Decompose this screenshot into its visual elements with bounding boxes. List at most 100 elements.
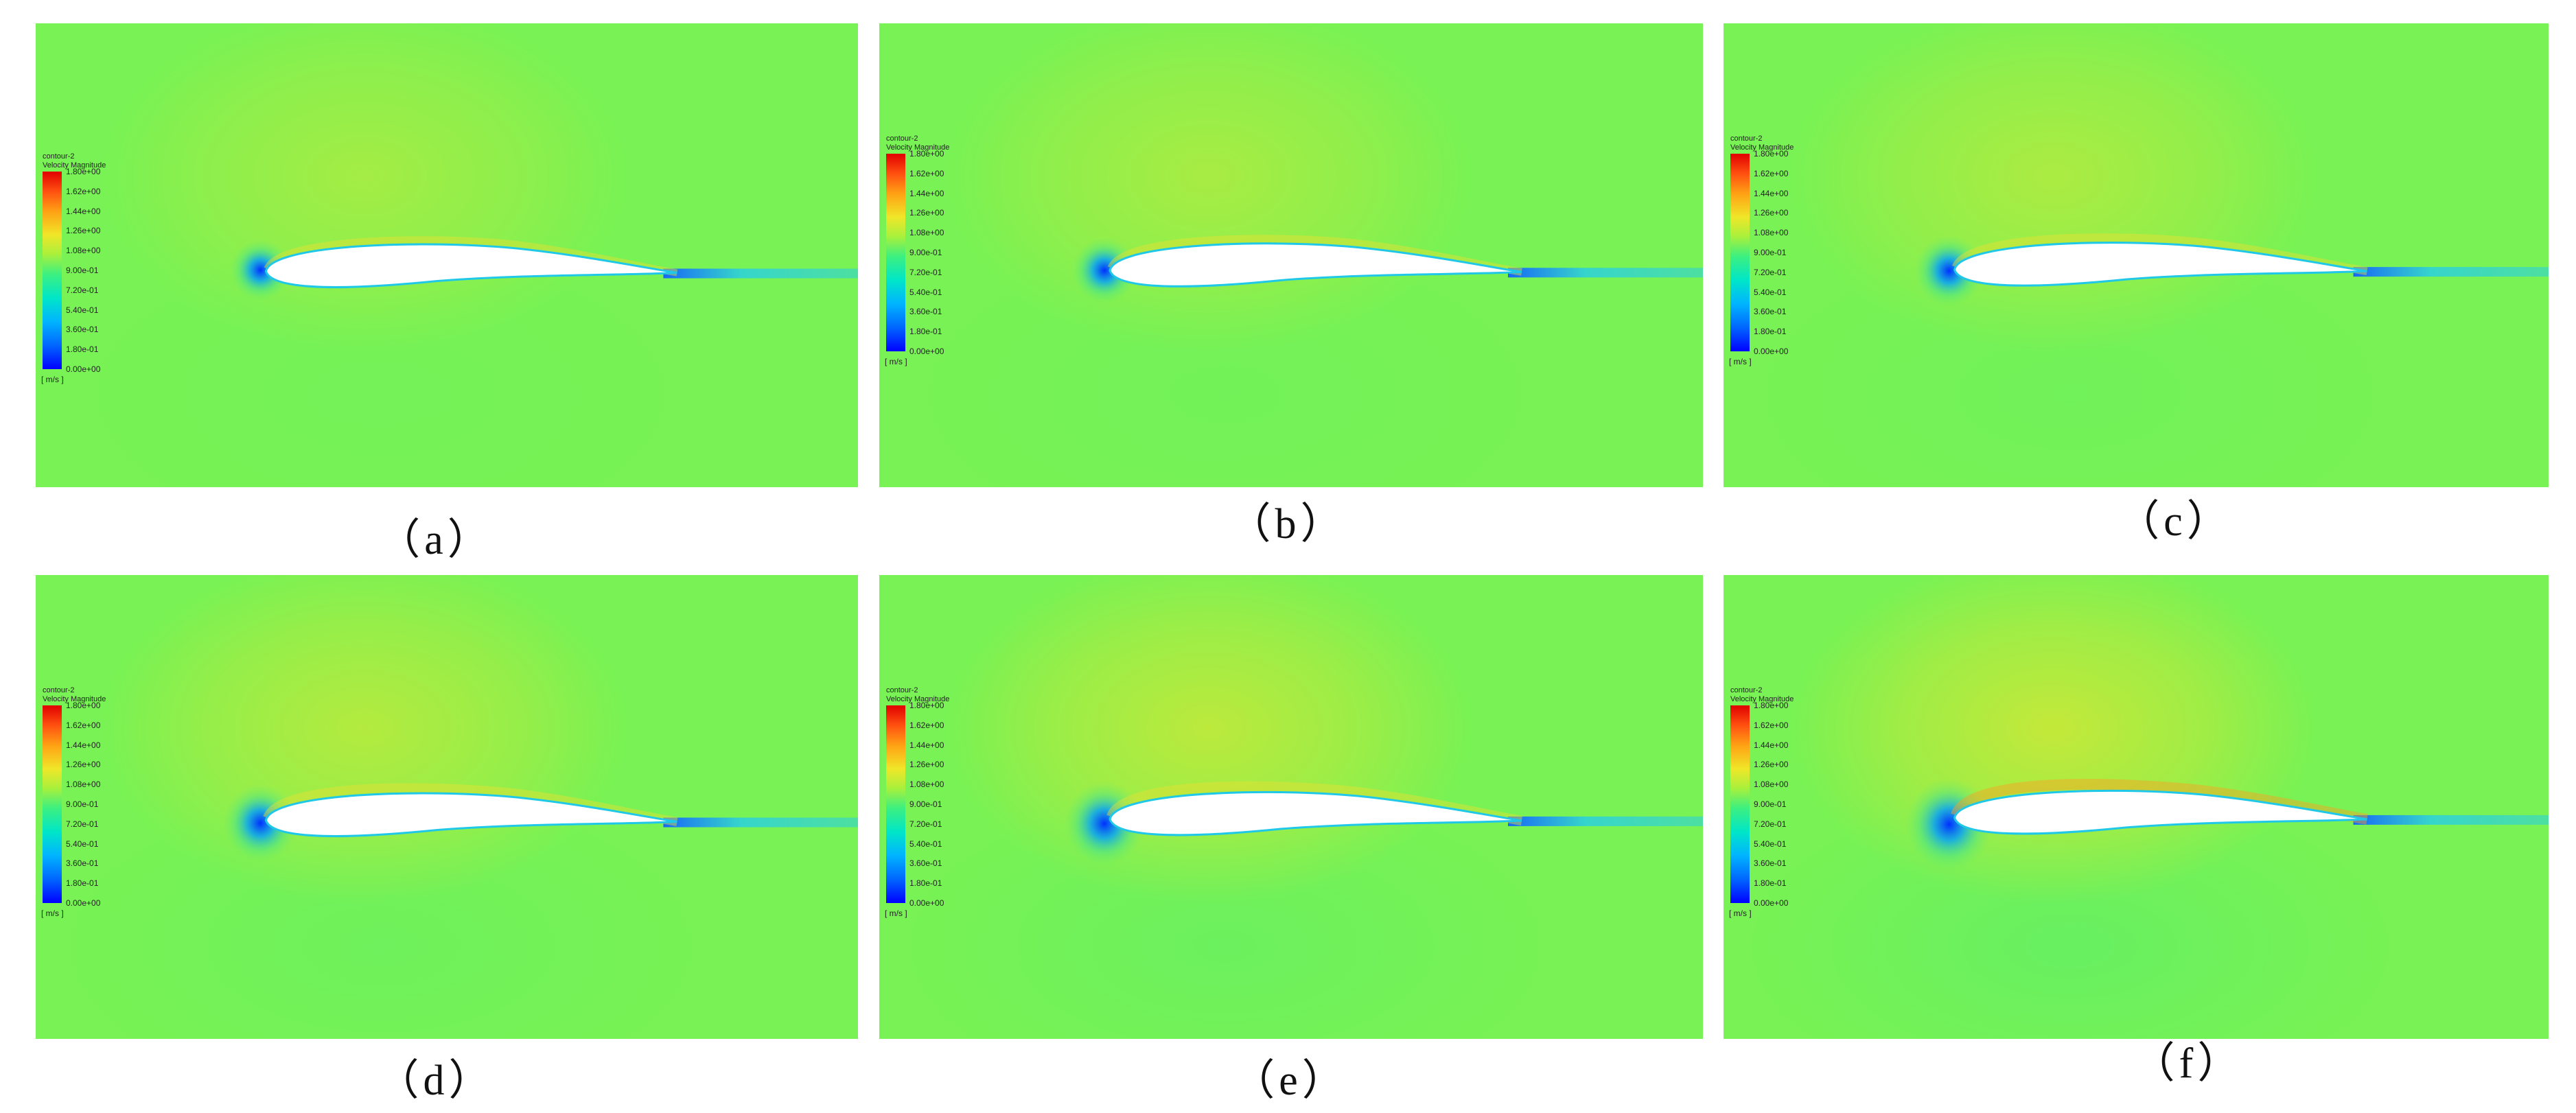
legend-tick: 9.00e-01 [909,799,942,809]
color-legend: contour-2 Velocity Magnitude 1.80e+00 1.… [41,686,106,918]
colorbar [1730,705,1750,903]
legend-variable: Velocity Magnitude [43,161,106,169]
legend-title: contour-2 [1730,686,1763,694]
legend-tick: 5.40e-01 [66,839,99,849]
legend-unit: [ m/s ] [41,375,64,384]
legend-tick: 0.00e+00 [1754,347,1789,356]
legend-tick: 3.60e-01 [66,325,99,335]
legend-tick: 1.08e+00 [1754,780,1789,790]
legend-tick: 1.80e-01 [1754,878,1787,889]
velocity-contour-c [1724,23,2549,487]
colorbar [886,705,905,903]
legend-tick: 1.62e+00 [909,168,944,178]
legend-title: contour-2 [886,134,918,143]
legend-tick: 1.62e+00 [1754,720,1789,730]
legend-tick: 1.62e+00 [66,186,101,196]
legend-unit: [ m/s ] [885,909,907,918]
legend-tick: 1.44e+00 [909,740,944,750]
legend-tick: 1.80e-01 [66,344,99,355]
legend-variable: Velocity Magnitude [886,695,950,703]
legend-tick: 9.00e-01 [1754,248,1787,257]
panel-caption-a: （a） [378,517,494,563]
colorbar [886,154,905,351]
legend-tick: 1.80e+00 [66,167,101,176]
legend-tick: 5.40e-01 [1754,839,1787,849]
panel-caption-b: （b） [1228,501,1347,548]
velocity-contour-a [36,23,858,487]
panel-caption-c: （c） [2117,498,2233,545]
legend-tick: 5.40e-01 [909,287,942,297]
legend-tick: 1.80e+00 [66,701,101,710]
contour-panel-e: contour-2 Velocity Magnitude 1.80e+00 1.… [879,575,1703,1039]
legend-tick: 3.60e-01 [909,307,942,317]
legend-variable: Velocity Magnitude [1730,143,1794,152]
legend-tick: 1.80e+00 [1754,701,1789,710]
legend-tick: 1.08e+00 [1754,228,1789,238]
legend-tick: 1.44e+00 [66,740,101,750]
legend-title: contour-2 [43,686,75,694]
legend-tick: 0.00e+00 [909,347,944,356]
legend-title: contour-2 [43,152,75,161]
legend-variable: Velocity Magnitude [1730,695,1794,703]
legend-tick: 7.20e-01 [1754,267,1787,277]
contour-panel-f: contour-2 Velocity Magnitude 1.80e+00 1.… [1724,575,2549,1039]
legend-variable: Velocity Magnitude [43,695,106,703]
legend-tick: 1.62e+00 [1754,168,1789,178]
legend-tick: 7.20e-01 [1754,819,1787,829]
legend-title: contour-2 [886,686,918,694]
legend-title: contour-2 [1730,134,1763,143]
velocity-contour-e [879,575,1703,1039]
velocity-contour-f [1724,575,2549,1039]
legend-tick: 1.08e+00 [909,228,944,238]
panel-caption-f: （f） [2132,1040,2244,1087]
legend-tick: 1.26e+00 [66,760,101,770]
contour-panel-d: contour-2 Velocity Magnitude 1.80e+00 1.… [36,575,858,1039]
legend-variable: Velocity Magnitude [886,143,950,152]
legend-tick: 1.44e+00 [909,188,944,198]
legend-tick: 9.00e-01 [66,266,99,275]
legend-unit: [ m/s ] [1729,357,1752,366]
legend-tick: 1.08e+00 [66,780,101,790]
legend-tick: 3.60e-01 [1754,307,1787,317]
legend-tick: 1.26e+00 [1754,760,1789,770]
legend-tick: 1.08e+00 [66,246,101,256]
legend-tick: 1.44e+00 [1754,740,1789,750]
legend-tick: 1.44e+00 [66,206,101,216]
legend-tick: 0.00e+00 [1754,898,1789,908]
legend-tick: 3.60e-01 [66,858,99,869]
colorbar [1730,154,1750,351]
contour-panel-b: contour-2 Velocity Magnitude 1.80e+00 1.… [879,23,1703,487]
legend-tick: 1.26e+00 [66,226,101,236]
color-legend: contour-2 Velocity Magnitude 1.80e+00 1.… [1729,134,1794,366]
legend-tick: 9.00e-01 [66,799,99,809]
panel-caption-d: （d） [376,1057,496,1104]
legend-tick: 1.26e+00 [909,760,944,770]
color-legend: contour-2 Velocity Magnitude 1.80e+00 1.… [885,686,950,918]
legend-tick: 1.62e+00 [909,720,944,730]
legend-tick: 9.00e-01 [909,248,942,257]
colorbar [43,705,62,903]
color-legend: contour-2 Velocity Magnitude 1.80e+00 1.… [41,152,106,384]
legend-tick: 7.20e-01 [66,285,99,295]
legend-unit: [ m/s ] [41,909,64,918]
legend-tick: 3.60e-01 [909,858,942,869]
legend-tick: 1.80e-01 [66,878,99,889]
legend-tick: 5.40e-01 [1754,287,1787,297]
legend-tick: 1.80e+00 [909,149,944,159]
color-legend: contour-2 Velocity Magnitude 1.80e+00 1.… [885,134,950,366]
legend-tick: 7.20e-01 [66,819,99,829]
legend-tick: 1.26e+00 [1754,208,1789,218]
legend-tick: 5.40e-01 [66,305,99,315]
legend-unit: [ m/s ] [885,357,907,366]
panel-caption-e: （e） [1232,1057,1349,1104]
legend-tick: 1.80e-01 [909,878,942,889]
contour-panel-a: contour-2 Velocity Magnitude 1.80e+00 1.… [36,23,858,487]
legend-tick: 1.26e+00 [909,208,944,218]
legend-tick: 7.20e-01 [909,267,942,277]
velocity-contour-d [36,575,858,1039]
legend-tick: 1.08e+00 [909,780,944,790]
color-legend: contour-2 Velocity Magnitude 1.80e+00 1.… [1729,686,1794,918]
contour-panel-c: contour-2 Velocity Magnitude 1.80e+00 1.… [1724,23,2549,487]
legend-tick: 1.80e+00 [1754,149,1789,159]
legend-tick: 1.62e+00 [66,720,101,730]
